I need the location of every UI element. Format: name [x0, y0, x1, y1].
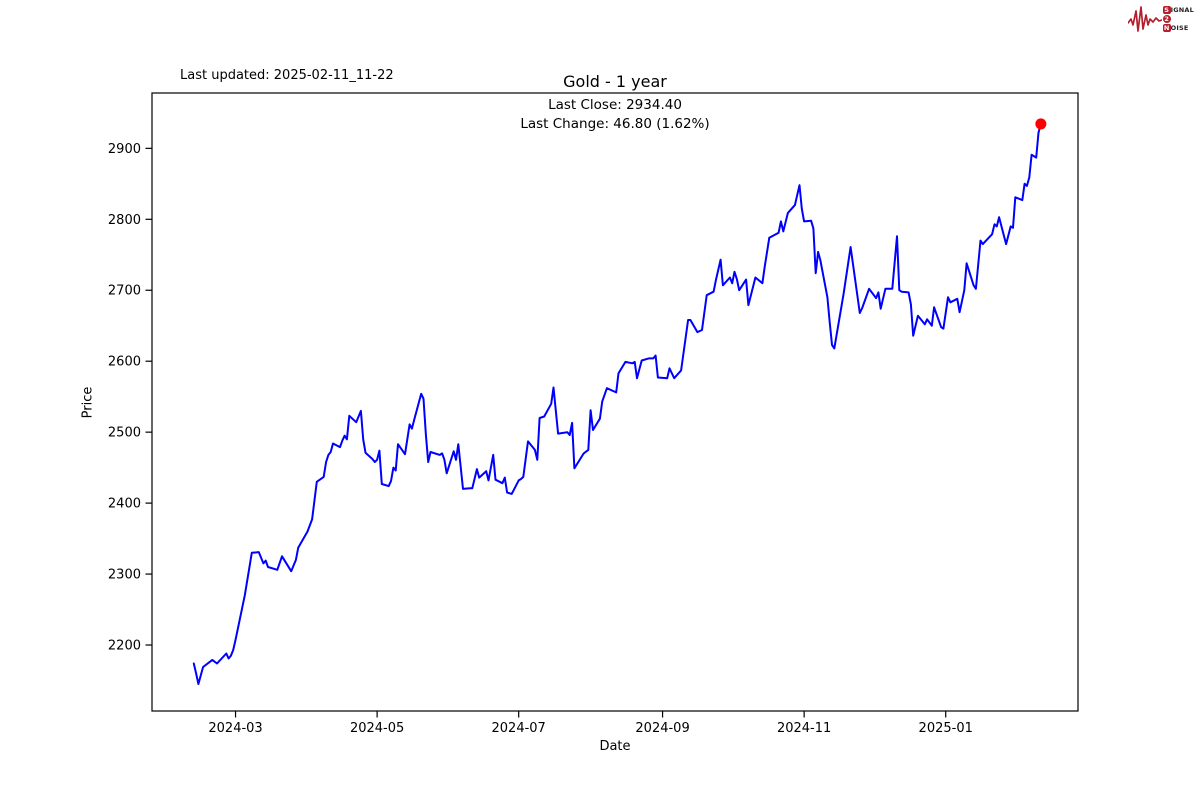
last-close-annotation: Last Close: 2934.40 — [548, 97, 682, 113]
last-price-marker — [1035, 118, 1047, 130]
signal2noise-logo: S IGNAL 2 N OISE — [1127, 4, 1194, 34]
x-tick-label: 2024-03 — [208, 721, 262, 736]
x-tick-label: 2024-09 — [635, 721, 689, 736]
y-tick-label: 2600 — [108, 355, 141, 370]
chart-title: Gold - 1 year — [563, 72, 667, 91]
logo-line-2: 2 — [1162, 15, 1194, 23]
x-tick-label: 2024-11 — [777, 721, 831, 736]
price-line — [192, 122, 1042, 685]
logo-text: S IGNAL 2 N OISE — [1162, 6, 1194, 32]
y-tick-label: 2800 — [108, 213, 141, 228]
waveform-icon — [1127, 6, 1162, 32]
logo-line-signal: S IGNAL — [1162, 6, 1194, 14]
x-tick-label: 2024-05 — [350, 721, 404, 736]
x-tick-label: 2025-01 — [919, 721, 973, 736]
y-tick-label: 2500 — [108, 426, 141, 441]
logo-badge-n: N — [1162, 24, 1171, 32]
y-tick-label: 2300 — [108, 568, 141, 583]
y-tick-label: 2200 — [108, 639, 141, 654]
last-change-annotation: Last Change: 46.80 (1.62%) — [520, 116, 710, 132]
logo-line-noise: N OISE — [1162, 24, 1189, 32]
logo-badge-s: S — [1162, 6, 1171, 14]
y-tick-label: 2400 — [108, 497, 141, 512]
last-updated-text: Last updated: 2025-02-11_11-22 — [180, 68, 394, 83]
x-tick-label: 2024-07 — [492, 721, 546, 736]
y-tick-label: 2700 — [108, 284, 141, 299]
x-axis-title: Date — [599, 739, 631, 754]
logo-badge-2: 2 — [1162, 15, 1171, 23]
plot-frame — [151, 92, 1079, 712]
y-tick-label: 2900 — [108, 142, 141, 157]
